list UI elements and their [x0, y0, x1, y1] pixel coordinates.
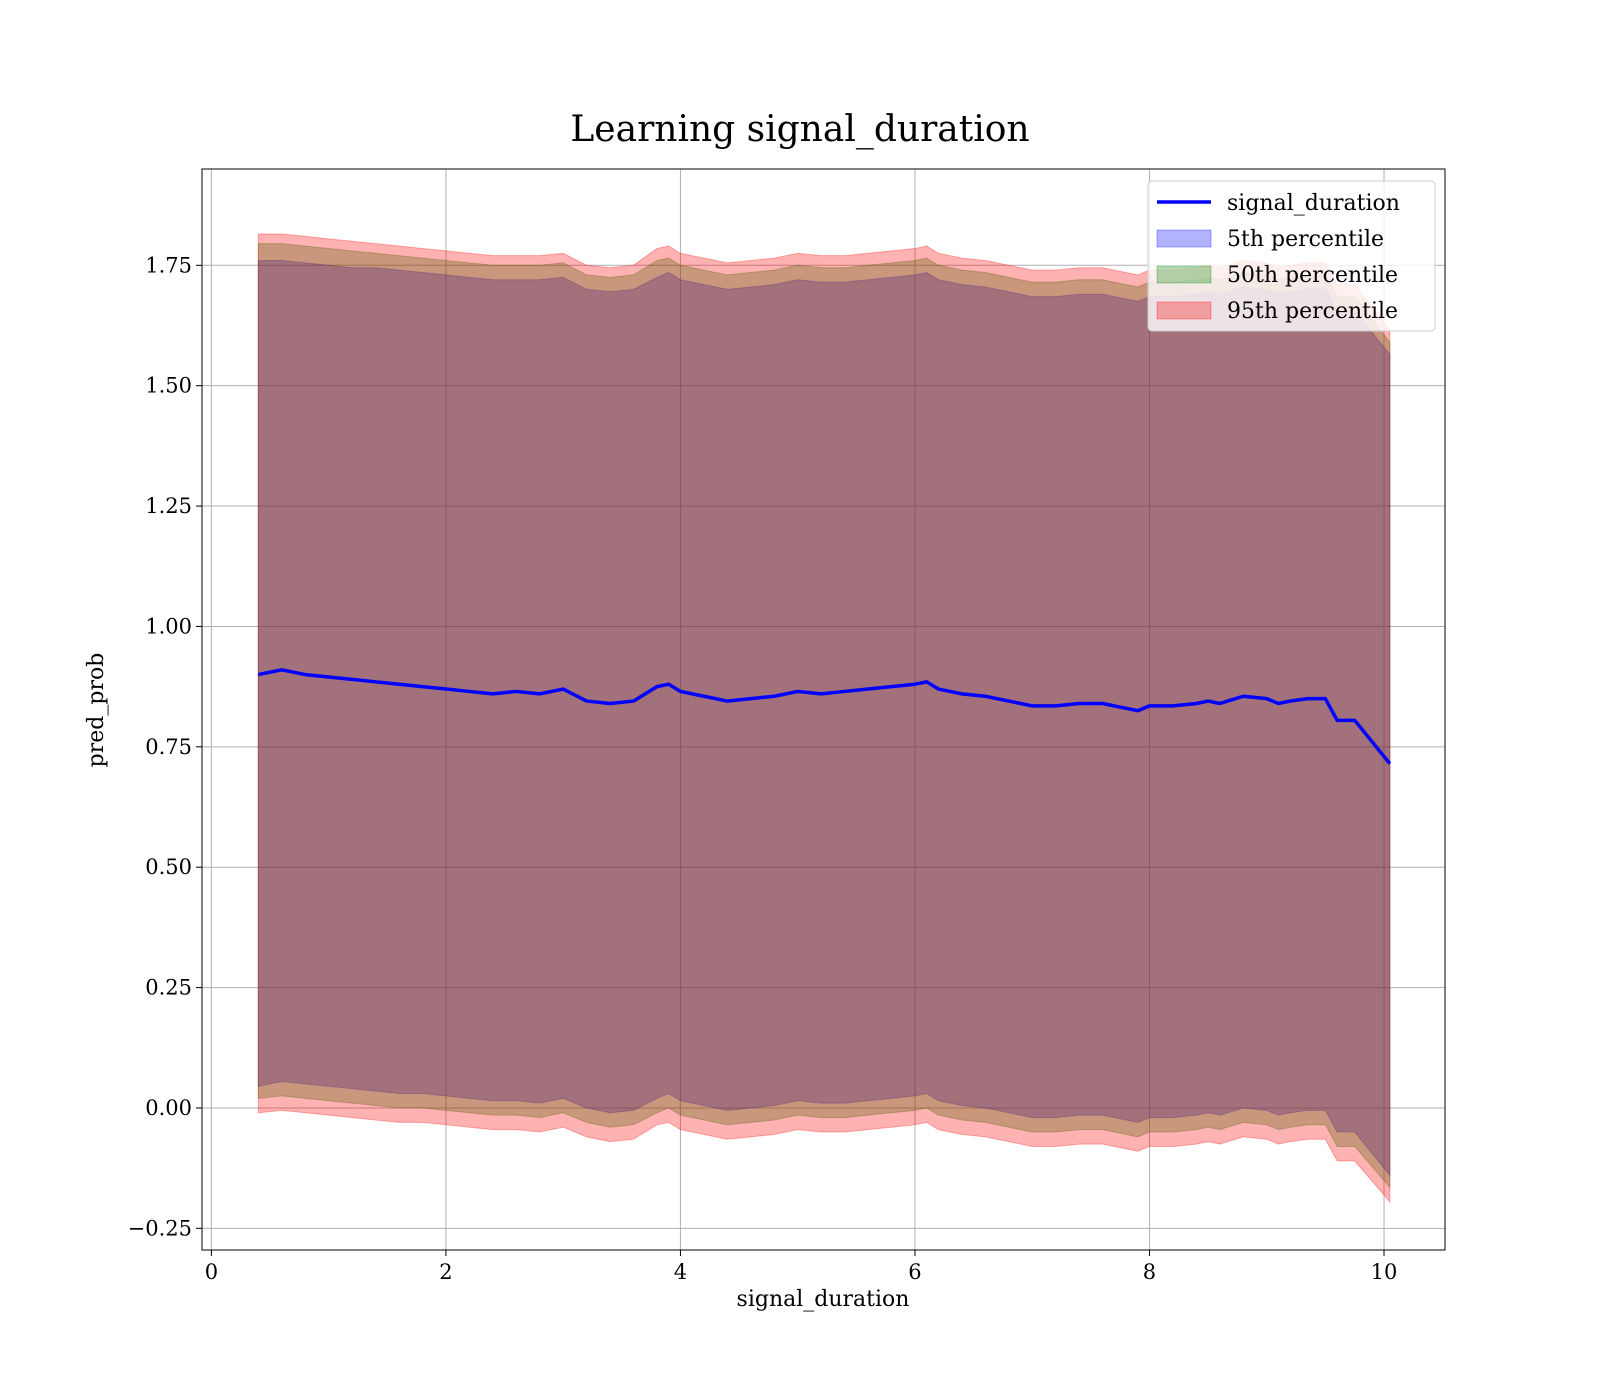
band-5th-percentile: [257, 259, 1391, 1177]
line-signal_duration: [257, 668, 1392, 765]
legend-label: 5th percentile: [1227, 227, 1384, 252]
y-tick-label: 0.50: [145, 855, 192, 879]
band-95th-percentile: [257, 233, 1391, 1204]
grid: [202, 169, 1445, 1250]
y-tick-label: −0.25: [128, 1216, 192, 1240]
legend-swatch: [1156, 229, 1212, 248]
band-50th-percentile: [257, 243, 1391, 1189]
y-axis-ticks: −0.25 0.00 0.25 0.50 0.75 1.00 1.25 1.50 1.75: [128, 253, 202, 1240]
legend: signal_duration 5th percentile 50th percen…: [1147, 180, 1436, 332]
x-tick-label: 2: [439, 1260, 452, 1284]
series-lines: [257, 668, 1392, 765]
y-tick-label: 1.75: [145, 253, 192, 277]
x-axis-label: signal_duration: [737, 1287, 910, 1312]
percentile-bands: [257, 233, 1391, 1204]
x-tick-label: 6: [908, 1260, 921, 1284]
y-axis-label: pred_prob: [84, 653, 109, 768]
x-tick-label: 10: [1371, 1260, 1398, 1284]
legend-swatch: [1156, 301, 1212, 320]
legend-label: signal_duration: [1227, 191, 1400, 216]
chart-title: Learning signal_duration: [570, 109, 1029, 150]
x-tick-label: 0: [205, 1260, 218, 1284]
legend-label: 95th percentile: [1227, 299, 1398, 324]
legend-box: [1147, 180, 1436, 332]
legend-swatch: [1156, 265, 1212, 284]
y-tick-label: 1.25: [145, 494, 192, 518]
y-tick-label: 1.50: [145, 374, 192, 398]
y-tick-label: 0.25: [145, 976, 192, 1000]
plot-frame: [201, 168, 1446, 1251]
x-tick-label: 4: [674, 1260, 687, 1284]
y-tick-label: 1.00: [145, 614, 192, 638]
legend-label: 50th percentile: [1227, 263, 1398, 288]
x-tick-label: 8: [1143, 1260, 1156, 1284]
y-tick-label: 0.00: [145, 1096, 192, 1120]
y-tick-label: 0.75: [145, 735, 192, 759]
x-axis-ticks: 0 2 4 6 8 10: [205, 1250, 1398, 1284]
